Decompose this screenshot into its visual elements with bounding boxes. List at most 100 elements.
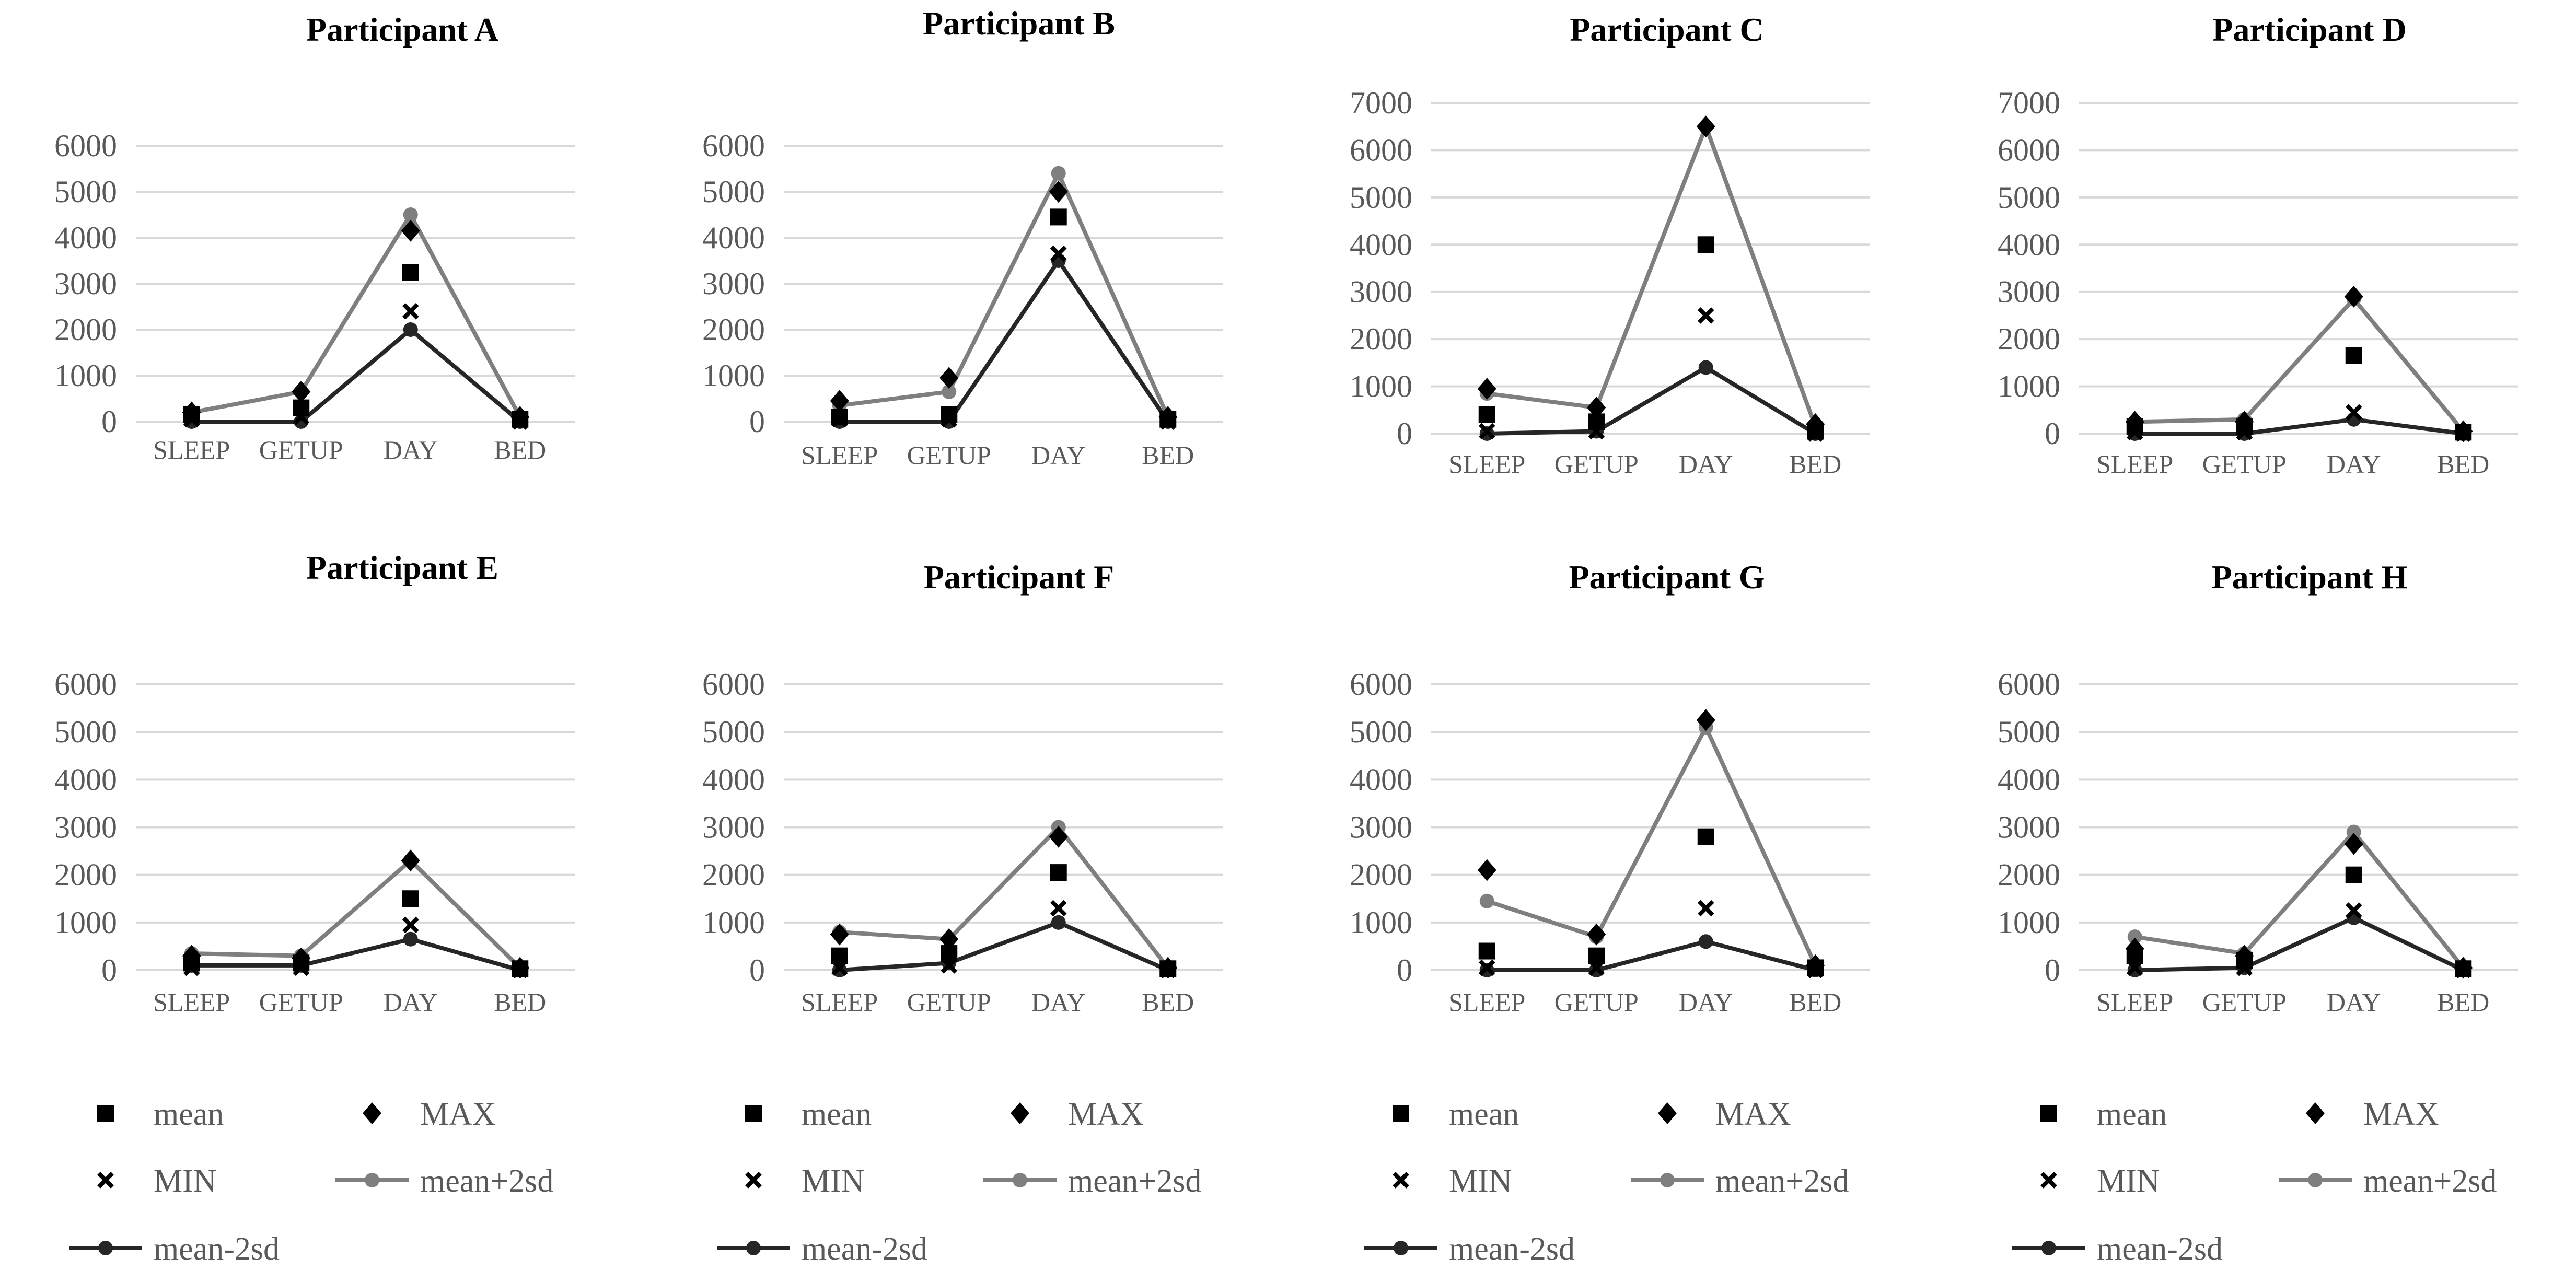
legend-marker-max <box>1658 1102 1677 1124</box>
y-tick-label: 4000 <box>1998 762 2060 797</box>
y-tick-label: 0 <box>101 953 117 987</box>
point-min-stroke-b <box>2345 404 2362 421</box>
chart-participant-a: Participant A 0 1000 2000 3000 4000 5000 6000 SL… <box>54 11 575 464</box>
x-tick-label: BED <box>2437 987 2489 1017</box>
chart-title: Participant A <box>306 11 498 48</box>
point-meanminus2sd <box>1698 934 1713 949</box>
legend-marker-mean <box>1393 1105 1409 1122</box>
point-max <box>292 947 311 970</box>
point-max <box>1158 406 1178 428</box>
legend-item-meanplus2sd: mean+2sd <box>2279 1163 2497 1199</box>
legend-marker-min-stroke-b <box>745 1172 762 1189</box>
point-meanplus2sd <box>1479 893 1494 908</box>
point-mean <box>2345 347 2362 364</box>
x-tick-label: GETUP <box>1554 449 1639 479</box>
legend-marker-dot <box>2308 1173 2323 1187</box>
point-max <box>2125 411 2144 433</box>
point-max <box>830 390 849 412</box>
legend-marker-dot <box>365 1173 379 1187</box>
y-tick-label: 5000 <box>702 715 765 749</box>
x-tick-label: BED <box>1142 440 1194 470</box>
point-max <box>1477 859 1496 881</box>
legend-label: mean-2sd <box>2097 1231 2223 1267</box>
x-tick-label: GETUP <box>259 435 343 464</box>
y-tick-label: 1000 <box>1350 369 1412 404</box>
legend-marker-min-stroke-b <box>2040 1172 2057 1189</box>
series-line-meanplus2sd <box>839 825 1170 969</box>
legend-marker-max <box>1011 1102 1029 1124</box>
chart-participant-f: Participant F 0 1000 2000 3000 4000 5000 6000 SL… <box>702 558 1223 1017</box>
y-tick-label: 6000 <box>1998 667 2060 702</box>
point-max <box>939 928 959 950</box>
chart-title: Participant H <box>2211 558 2407 596</box>
chart-title: Participant E <box>306 549 498 586</box>
y-tick-label: 7000 <box>1998 86 2060 120</box>
x-tick-label: DAY <box>1031 440 1086 470</box>
point-mean <box>402 264 419 281</box>
y-tick-label: 3000 <box>1350 275 1412 309</box>
legend-item-mean: mean <box>97 1097 224 1132</box>
x-tick-label: BED <box>494 987 546 1017</box>
x-tick-label: BED <box>1789 987 1841 1017</box>
x-tick-label: DAY <box>384 435 438 464</box>
legend-label: mean <box>802 1097 872 1132</box>
x-tick-label: SLEEP <box>153 435 230 464</box>
x-tick-label: DAY <box>1679 449 1733 479</box>
legend-item-MAX: MAX <box>363 1097 496 1132</box>
legend-3: mean MAX MIN mean+2sd mean-2sd <box>1364 1097 1849 1267</box>
point-meanminus2sd <box>1051 915 1066 930</box>
legend-marker-mean <box>2040 1105 2057 1122</box>
legend-marker-dot <box>746 1241 761 1255</box>
point-meanminus2sd <box>1698 360 1713 375</box>
point-min <box>2345 902 2362 919</box>
series-line-meanplus2sd <box>1486 725 1817 966</box>
legend-item-mean: mean <box>2040 1097 2167 1132</box>
point-max <box>1477 378 1496 400</box>
x-tick-label: SLEEP <box>801 440 878 470</box>
chart-participant-d: Participant D 0 1000 2000 3000 4000 5000 6000 70… <box>1998 11 2518 479</box>
y-tick-label: 4000 <box>54 762 117 797</box>
legend-marker-dot <box>2041 1241 2056 1255</box>
y-tick-label: 0 <box>749 404 765 439</box>
point-min-stroke-b <box>1050 900 1067 917</box>
series-line-meanminus2sd <box>839 259 1170 424</box>
legend-item-meanplus2sd: mean+2sd <box>983 1163 1201 1199</box>
point-meanplus2sd <box>1051 166 1066 181</box>
series-line-meanminus2sd <box>1487 939 1816 972</box>
y-tick-label: 3000 <box>1998 810 2060 845</box>
legend-item-MIN: MIN <box>2040 1163 2160 1199</box>
point-max <box>1587 397 1606 419</box>
series-line-meanminus2sd <box>2134 417 2464 436</box>
chart-participant-g: Participant G 0 1000 2000 3000 4000 5000 6000 SL… <box>1350 558 1870 1017</box>
legend-item-MIN: MIN <box>745 1163 865 1199</box>
legend-marker-max <box>2306 1102 2325 1124</box>
point-max <box>1806 954 1825 976</box>
x-tick-label: GETUP <box>1554 987 1639 1017</box>
legend-label: MIN <box>802 1163 865 1199</box>
point-max <box>1049 181 1068 203</box>
legend-label: mean+2sd <box>420 1163 553 1199</box>
y-tick-label: 2000 <box>1350 322 1412 356</box>
point-max <box>1049 825 1068 848</box>
point-max <box>510 957 530 979</box>
y-tick-label: 3000 <box>1998 275 2060 309</box>
point-max <box>182 945 201 967</box>
y-tick-label: 4000 <box>1998 227 2060 262</box>
y-tick-label: 6000 <box>1998 133 2060 167</box>
series-line-meanplus2sd <box>191 213 522 418</box>
legend-marker-min <box>745 1172 762 1189</box>
y-tick-label: 6000 <box>54 667 117 702</box>
point-min-stroke-b <box>402 916 419 934</box>
point-max <box>830 923 849 946</box>
series-line-meanminus2sd <box>1487 365 1817 436</box>
point-max <box>2125 937 2144 960</box>
x-tick-label: GETUP <box>2202 449 2287 479</box>
x-tick-label: SLEEP <box>2096 449 2173 479</box>
legend-marker-dot <box>1660 1173 1675 1187</box>
chart-title: Participant B <box>923 5 1115 42</box>
y-tick-label: 4000 <box>1350 762 1412 797</box>
legend-item-mean: mean <box>1393 1097 1519 1132</box>
y-tick-label: 6000 <box>702 129 765 163</box>
y-tick-label: 5000 <box>54 715 117 749</box>
y-tick-label: 1000 <box>54 358 117 393</box>
